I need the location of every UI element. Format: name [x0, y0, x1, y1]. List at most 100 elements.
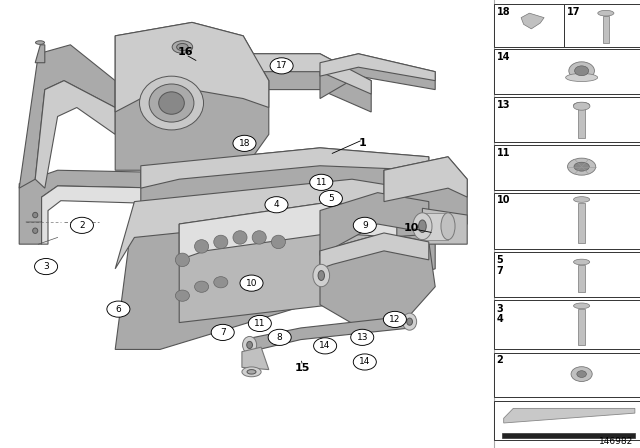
Text: 10: 10 — [404, 224, 419, 233]
Polygon shape — [320, 54, 435, 81]
Polygon shape — [179, 202, 397, 323]
Ellipse shape — [214, 276, 228, 288]
Text: 18: 18 — [497, 7, 510, 17]
Text: 10: 10 — [246, 279, 257, 288]
Text: 10: 10 — [497, 195, 510, 205]
Bar — [579, 309, 585, 345]
Text: 2: 2 — [497, 355, 504, 365]
Ellipse shape — [175, 253, 189, 267]
Polygon shape — [141, 148, 429, 188]
Polygon shape — [115, 179, 435, 269]
Ellipse shape — [571, 366, 592, 381]
Polygon shape — [320, 54, 435, 99]
Text: 8: 8 — [277, 333, 282, 342]
Bar — [494, 300, 640, 349]
Polygon shape — [230, 54, 371, 112]
Ellipse shape — [214, 235, 228, 249]
Ellipse shape — [195, 240, 209, 253]
Polygon shape — [19, 45, 115, 188]
Ellipse shape — [195, 281, 209, 293]
Bar — [579, 265, 585, 292]
Polygon shape — [320, 233, 429, 269]
Ellipse shape — [271, 235, 285, 249]
Bar — [494, 401, 640, 440]
Ellipse shape — [242, 367, 261, 377]
Circle shape — [353, 217, 376, 233]
Polygon shape — [115, 22, 269, 112]
Text: 3: 3 — [497, 304, 504, 314]
Ellipse shape — [149, 84, 194, 122]
Polygon shape — [504, 409, 635, 423]
Bar — [494, 49, 640, 94]
Polygon shape — [115, 179, 435, 349]
Ellipse shape — [566, 73, 598, 82]
Circle shape — [353, 354, 376, 370]
Ellipse shape — [574, 162, 589, 171]
Circle shape — [268, 329, 291, 345]
Circle shape — [248, 315, 271, 332]
Circle shape — [107, 301, 130, 317]
Ellipse shape — [175, 290, 189, 301]
Text: 2: 2 — [79, 221, 84, 230]
Ellipse shape — [403, 313, 417, 330]
Text: 7: 7 — [220, 328, 225, 337]
Polygon shape — [384, 157, 467, 202]
Polygon shape — [35, 45, 45, 63]
Ellipse shape — [413, 213, 432, 240]
Text: 13: 13 — [356, 333, 368, 342]
Bar — [494, 193, 640, 249]
Ellipse shape — [575, 66, 589, 76]
Text: 12: 12 — [389, 315, 401, 324]
Ellipse shape — [177, 43, 188, 51]
Polygon shape — [521, 13, 544, 29]
Text: 16: 16 — [178, 47, 193, 56]
Text: 11: 11 — [497, 148, 510, 158]
Circle shape — [314, 338, 337, 354]
Polygon shape — [230, 54, 371, 94]
Text: 13: 13 — [497, 100, 510, 110]
Bar — [494, 145, 640, 190]
Ellipse shape — [159, 92, 184, 114]
Polygon shape — [42, 186, 166, 244]
Ellipse shape — [243, 336, 257, 353]
Ellipse shape — [441, 213, 455, 240]
Text: 15: 15 — [295, 363, 310, 373]
Polygon shape — [502, 433, 635, 438]
Ellipse shape — [247, 341, 253, 349]
Circle shape — [70, 217, 93, 233]
Polygon shape — [115, 22, 269, 170]
Text: 7: 7 — [497, 266, 504, 276]
Circle shape — [310, 174, 333, 190]
Text: 4: 4 — [497, 314, 504, 324]
Bar — [494, 97, 640, 142]
Bar — [494, 4, 564, 47]
Ellipse shape — [573, 303, 589, 309]
Circle shape — [265, 197, 288, 213]
Ellipse shape — [569, 62, 595, 80]
Ellipse shape — [419, 220, 426, 233]
Text: 14: 14 — [319, 341, 331, 350]
Bar — [579, 202, 585, 243]
Polygon shape — [19, 170, 166, 244]
Polygon shape — [35, 81, 115, 188]
Polygon shape — [246, 316, 411, 352]
Text: 11: 11 — [316, 178, 327, 187]
Circle shape — [211, 324, 234, 340]
Text: 9: 9 — [362, 221, 367, 230]
Polygon shape — [242, 347, 269, 370]
Text: 3: 3 — [44, 262, 49, 271]
Text: 11: 11 — [254, 319, 266, 328]
Ellipse shape — [407, 318, 413, 325]
Bar — [494, 252, 640, 297]
Bar — [494, 353, 640, 397]
Ellipse shape — [573, 259, 589, 265]
Ellipse shape — [33, 212, 38, 218]
Text: 5: 5 — [328, 194, 333, 203]
Text: 17: 17 — [276, 61, 287, 70]
Ellipse shape — [318, 271, 324, 280]
Text: 1: 1 — [359, 138, 367, 148]
Circle shape — [351, 329, 374, 345]
Text: 14: 14 — [359, 358, 371, 366]
Ellipse shape — [313, 264, 330, 287]
Text: 14: 14 — [497, 52, 510, 62]
